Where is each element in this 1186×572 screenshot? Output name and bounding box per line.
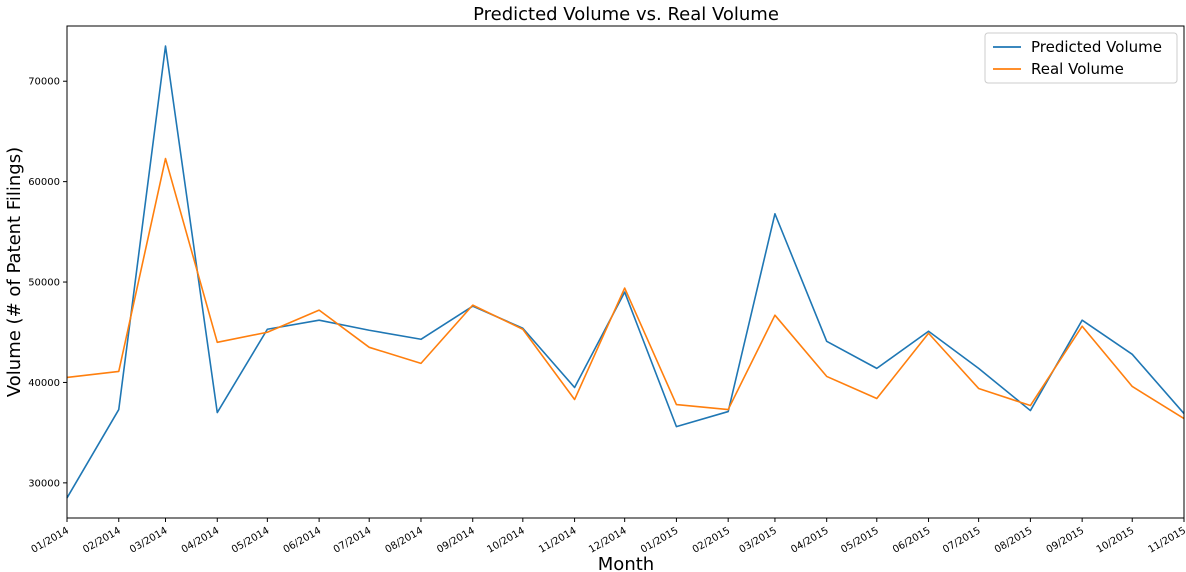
- x-tick-label: 10/2015: [1095, 525, 1136, 555]
- series-line-2: [66, 157, 1185, 420]
- x-tick-label: 11/2015: [1147, 525, 1186, 555]
- x-tick-label: 05/2014: [230, 525, 271, 555]
- y-axis-label: Volume (# of Patent Filings): [4, 147, 25, 397]
- x-tick-label: 04/2014: [180, 525, 221, 555]
- plot-area: [66, 45, 1185, 499]
- x-axis-label: Month: [598, 554, 654, 572]
- series-line-1: [66, 45, 1185, 499]
- x-tick-label: 09/2014: [435, 525, 476, 555]
- y-tick-label: 60000: [28, 177, 60, 188]
- y-tick-label: 70000: [28, 77, 60, 88]
- x-tick-label: 02/2015: [691, 525, 732, 555]
- x-tick-label: 04/2015: [789, 525, 830, 555]
- x-tick-label: 08/2014: [383, 525, 424, 555]
- x-tick-label: 09/2015: [1045, 525, 1086, 555]
- x-tick-label: 11/2014: [537, 525, 578, 555]
- x-tick-label: 01/2014: [30, 525, 71, 555]
- x-tick-label: 06/2014: [282, 525, 323, 555]
- x-tick-label: 05/2015: [839, 525, 880, 555]
- legend-label-1: Predicted Volume: [1031, 38, 1162, 56]
- x-tick-label: 12/2014: [587, 525, 628, 555]
- legend-box: [984, 32, 1178, 84]
- x-tick-label: 03/2015: [737, 525, 778, 555]
- x-tick-label: 10/2014: [485, 525, 526, 555]
- x-tick-label: 01/2015: [639, 525, 680, 555]
- x-tick-label: 06/2015: [891, 525, 932, 555]
- x-tick-label: 07/2015: [941, 525, 982, 555]
- legend: Predicted Volume Real Volume: [984, 32, 1178, 84]
- plot-frame: [66, 25, 1185, 519]
- x-tick-label: 08/2015: [993, 525, 1034, 555]
- x-tick-label: 07/2014: [332, 525, 373, 555]
- y-tick-label: 30000: [28, 478, 60, 489]
- x-tick-label: 02/2014: [81, 525, 122, 555]
- y-tick-label: 40000: [28, 378, 60, 389]
- chart-title: Predicted Volume vs. Real Volume: [473, 4, 779, 25]
- legend-label-2: Real Volume: [1031, 60, 1124, 78]
- x-tick-label: 03/2014: [128, 525, 169, 555]
- y-tick-label: 50000: [28, 278, 60, 289]
